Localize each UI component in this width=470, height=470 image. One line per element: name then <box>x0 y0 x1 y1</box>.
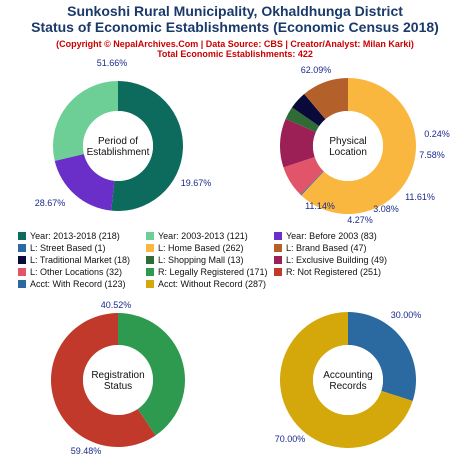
donut-2-pct-label-5: 3.08% <box>373 204 399 214</box>
donut-3-center-label-1: Registration <box>91 370 144 381</box>
donut-2-hole <box>313 111 383 181</box>
legend-label: Year: 2013-2018 (218) <box>30 231 120 241</box>
donut-3-pct-label-2: 59.48% <box>71 446 102 456</box>
donut-4-pct-label-1: 30.00% <box>391 310 422 320</box>
donut-2-pct-label-4: 11.61% <box>405 192 435 202</box>
legend-item: L: Exclusive Building (49) <box>274 255 387 266</box>
legend-swatch <box>18 244 26 252</box>
legend-item: Year: Before 2003 (83) <box>274 231 377 242</box>
donut-2-slice-3 <box>283 157 324 195</box>
legend: Year: 2013-2018 (218) Year: 2003-2013 (12… <box>0 231 470 311</box>
legend-swatch <box>274 268 282 276</box>
legend-label: L: Other Locations (32) <box>30 267 123 277</box>
chart-title-line-1: Sunkoshi Rural Municipality, Okhaldhunga… <box>67 3 403 19</box>
legend-label: L: Shopping Mall (13) <box>158 255 244 265</box>
donut-3-slice-1 <box>118 313 185 436</box>
legend-item: L: Brand Based (47) <box>274 243 367 254</box>
donut-1-center-label-2: Establishment <box>87 147 150 158</box>
donut-3-pct-label-1: 40.52% <box>101 300 132 310</box>
donut-1-pct-label-2: 19.67% <box>181 178 212 188</box>
chart-title-line-2: Status of Economic Establishments (Econo… <box>31 19 439 35</box>
legend-swatch <box>146 244 154 252</box>
total-establishments: Total Economic Establishments: 422 <box>157 49 313 59</box>
legend-swatch <box>18 280 26 288</box>
legend-swatch <box>274 256 282 264</box>
donut-2-slice-1 <box>301 78 416 214</box>
legend-label: Year: Before 2003 (83) <box>286 231 377 241</box>
legend-swatch <box>146 268 154 276</box>
donut-4-pct-label-2: 70.00% <box>275 434 306 444</box>
legend-label: Acct: Without Record (287) <box>158 279 267 289</box>
legend-label: L: Brand Based (47) <box>286 243 367 253</box>
legend-label: L: Street Based (1) <box>30 243 106 253</box>
donut-1-slice-2 <box>54 154 115 211</box>
copyright-note: (Copyright © NepalArchives.Com | Data So… <box>56 39 414 49</box>
legend-label: L: Exclusive Building (49) <box>286 255 388 265</box>
donut-2-pct-label-1: 62.09% <box>301 65 332 75</box>
donut-4-hole <box>313 345 383 415</box>
donut-1-slice-3 <box>53 81 118 161</box>
donut-2-center-label-1: Physical <box>329 136 366 147</box>
donut-3-center-label-2: Status <box>104 381 132 392</box>
legend-item: L: Street Based (1) <box>18 243 106 254</box>
legend-label: R: Not Registered (251) <box>286 267 382 277</box>
donut-4-center-label-1: Accounting <box>323 370 372 381</box>
donut-2-slice-6 <box>291 93 326 127</box>
legend-item: Acct: With Record (123) <box>18 279 126 290</box>
donut-4-slice-2 <box>279 312 413 448</box>
donut-2-pct-label-3: 7.58% <box>419 150 445 160</box>
donut-3-hole <box>83 345 153 415</box>
legend-item: Year: 2003-2013 (121) <box>146 231 248 242</box>
legend-item: L: Home Based (262) <box>146 243 244 254</box>
legend-item: Acct: Without Record (287) <box>146 279 266 290</box>
legend-swatch <box>18 256 26 264</box>
legend-label: L: Home Based (262) <box>158 243 244 253</box>
donut-2-pct-label-7: 11.14% <box>305 201 335 211</box>
donut-4-center-label-2: Records <box>329 381 366 392</box>
legend-item: Year: 2013-2018 (218) <box>18 231 120 242</box>
donut-2-pct-label-2: 0.24% <box>424 129 450 139</box>
legend-item: L: Other Locations (32) <box>18 267 122 278</box>
legend-label: Year: 2003-2013 (121) <box>158 231 248 241</box>
legend-item: R: Legally Registered (171) <box>146 267 268 278</box>
legend-swatch <box>274 244 282 252</box>
legend-label: L: Traditional Market (18) <box>30 255 131 265</box>
donut-3-slice-2 <box>50 313 156 448</box>
donut-2-slice-5 <box>285 107 320 133</box>
legend-label: R: Legally Registered (171) <box>158 267 268 277</box>
donut-1-pct-label-3: 28.67% <box>35 198 66 208</box>
legend-swatch <box>18 232 26 240</box>
legend-item: R: Not Registered (251) <box>274 267 381 278</box>
legend-swatch <box>146 256 154 264</box>
donut-4-slice-1 <box>348 312 416 402</box>
legend-swatch <box>274 232 282 240</box>
legend-swatch <box>146 280 154 288</box>
legend-item: L: Shopping Mall (13) <box>146 255 244 266</box>
donut-1-center-label-1: Period of <box>98 136 138 147</box>
legend-swatch <box>18 268 26 276</box>
donut-1-hole <box>83 111 153 181</box>
donut-2-pct-label-6: 4.27% <box>347 215 373 225</box>
donut-2-slice-7 <box>304 78 348 120</box>
donut-1-slice-1 <box>111 81 183 211</box>
legend-item: L: Traditional Market (18) <box>18 255 130 266</box>
legend-swatch <box>146 232 154 240</box>
legend-label: Acct: With Record (123) <box>30 279 126 289</box>
donut-2-slice-2 <box>300 171 324 196</box>
donut-1-pct-label-1: 51.66% <box>97 58 128 68</box>
donut-2-slice-4 <box>280 118 316 168</box>
donut-2-center-label-2: Location <box>329 147 367 158</box>
